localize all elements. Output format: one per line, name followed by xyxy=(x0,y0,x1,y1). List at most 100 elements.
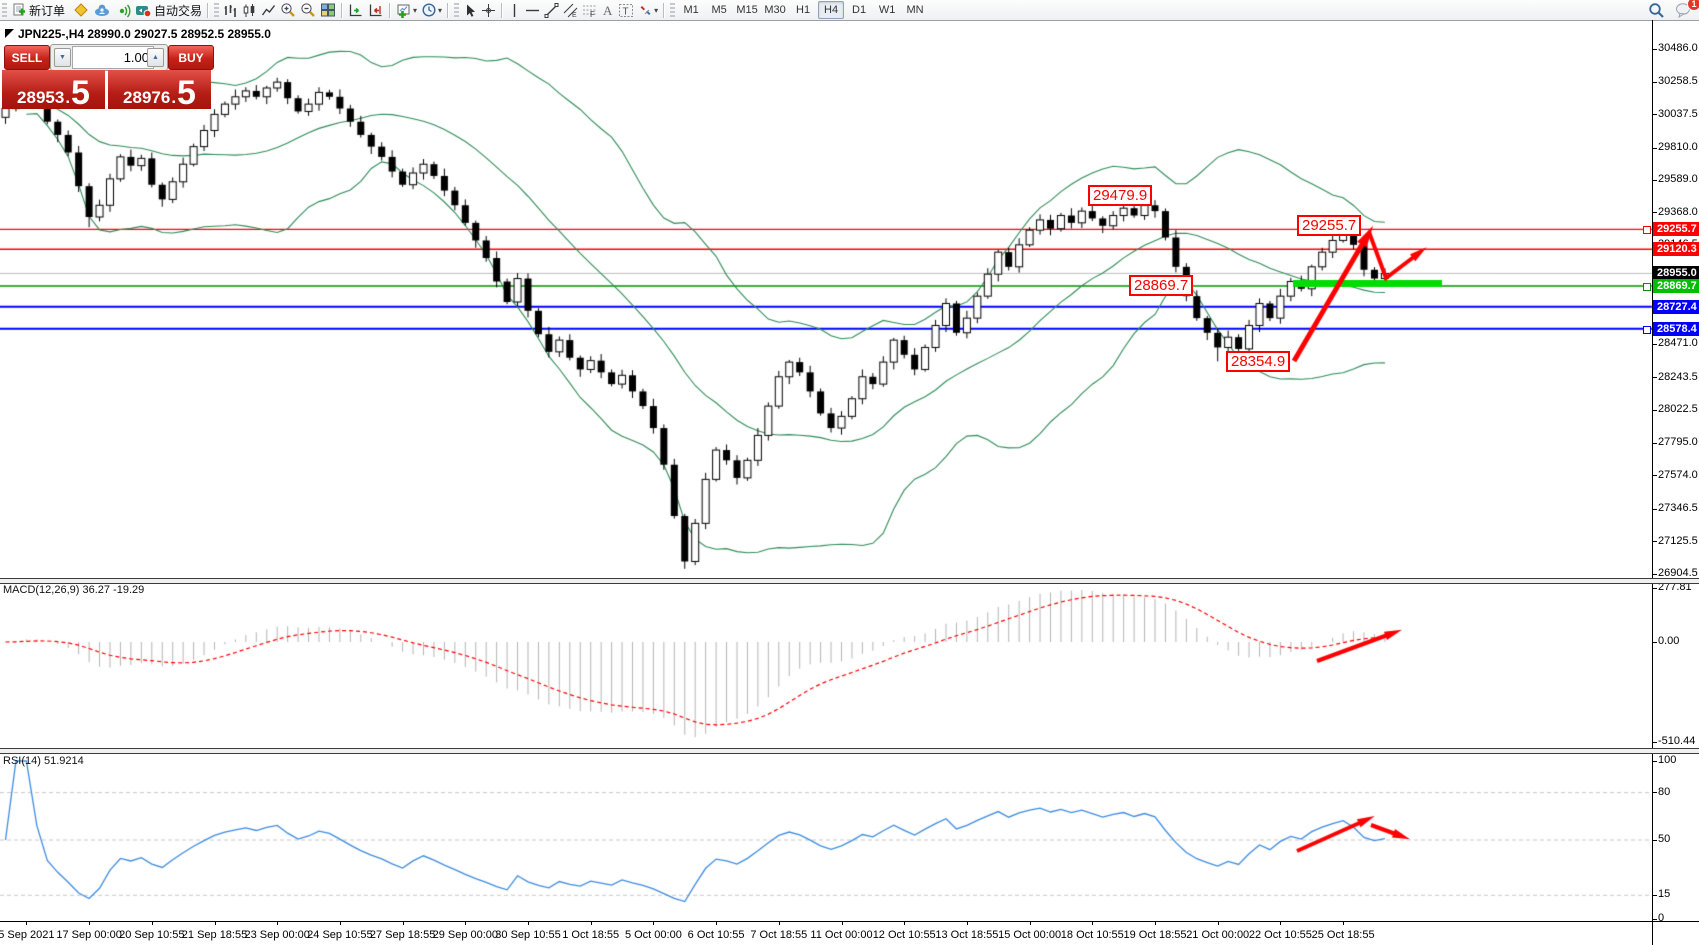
new-order-button[interactable]: 新订单 xyxy=(9,1,67,19)
rsi-tick-15: 15 xyxy=(1658,888,1671,901)
price-tick-28022.5-mark xyxy=(1652,409,1657,411)
line-chart-button[interactable] xyxy=(259,1,278,19)
time-label: 22 Oct 10:55 xyxy=(1248,929,1312,941)
autotrading-icon xyxy=(135,2,152,18)
search-button[interactable] xyxy=(1646,1,1667,19)
svg-text:A: A xyxy=(603,3,613,17)
crosshair-tool-button[interactable] xyxy=(479,1,498,19)
equidistant-channel-tool-button[interactable]: E xyxy=(561,1,580,19)
time-tick-mark xyxy=(1029,921,1031,925)
timeframe-H4[interactable]: H4 xyxy=(818,1,845,19)
time-tick-mark xyxy=(214,921,216,925)
timeframe-W1[interactable]: W1 xyxy=(878,4,896,16)
trendline-icon xyxy=(544,2,559,18)
timeframe-M1[interactable]: M1 xyxy=(683,4,699,16)
main-macd-splitter[interactable] xyxy=(0,578,1699,584)
rsi-label: RSI(14) 51.9214 xyxy=(3,755,84,767)
line-anchor-square[interactable] xyxy=(1643,282,1651,291)
mql5-community-button[interactable] xyxy=(91,1,113,19)
toolbar-grip[interactable] xyxy=(2,3,7,17)
sell-button[interactable]: SELL xyxy=(4,45,50,70)
macd-tick--510.44: -510.44 xyxy=(1658,735,1696,747)
text-tool-button[interactable]: A xyxy=(599,1,616,19)
text-icon: A xyxy=(601,3,614,17)
time-label: 21 Sep 18:55 xyxy=(181,929,248,941)
new-chart-button[interactable]: ▾ xyxy=(394,1,419,19)
time-label: 30 Sep 10:55 xyxy=(495,929,561,941)
price-tick-28243.5: 28243.5 xyxy=(1658,370,1698,383)
line-anchor-square[interactable] xyxy=(1643,226,1651,235)
price-badge-28869.7: 28869.7 xyxy=(1653,278,1699,293)
svg-text:F: F xyxy=(590,10,595,18)
zoom-in-icon xyxy=(280,2,296,18)
autotrading-button[interactable]: 自动交易 xyxy=(133,1,204,19)
time-tick-mark xyxy=(465,921,467,925)
bar-chart-button[interactable] xyxy=(221,1,240,19)
price-tick-27346.5: 27346.5 xyxy=(1658,502,1698,515)
time-tick-mark xyxy=(1217,921,1219,925)
tile-windows-button[interactable] xyxy=(318,1,338,19)
chat-button[interactable]: 1 xyxy=(1673,0,1699,19)
time-label: 24 Sep 10:55 xyxy=(307,929,373,941)
vertical-line-icon xyxy=(508,3,521,18)
annotation-price-label-29255.7: 29255.7 xyxy=(1297,215,1362,236)
macd-tick-277.81: 277.81 xyxy=(1658,581,1692,593)
sell-price-main: 28953 xyxy=(17,88,65,107)
fibonacci-tool-button[interactable]: F xyxy=(580,1,599,19)
signals-icon xyxy=(115,2,131,18)
cursor-tool-button[interactable] xyxy=(461,1,479,19)
timeframe-M30[interactable]: M30 xyxy=(764,4,786,16)
time-label: 11 Oct 00:00 xyxy=(810,929,873,941)
line-anchor-square[interactable] xyxy=(1643,325,1651,334)
arrows-tool-button[interactable]: ▾ xyxy=(636,1,660,19)
timeframe-H1[interactable]: H1 xyxy=(796,4,811,16)
time-tick-mark xyxy=(1092,921,1094,925)
price-tick-28471: 28471.0 xyxy=(1658,337,1698,350)
text-label-tool-button[interactable]: T xyxy=(616,1,636,19)
new-order-label: 新订单 xyxy=(29,3,66,18)
time-label: 6 Oct 10:55 xyxy=(687,929,745,941)
time-tick-mark xyxy=(653,921,655,925)
macd-rsi-splitter[interactable] xyxy=(0,748,1699,754)
signals-button[interactable] xyxy=(113,1,133,19)
volume-input[interactable] xyxy=(72,46,154,69)
price-badge-28955.0: 28955.0 xyxy=(1653,266,1699,281)
sell-price[interactable]: 28953 . 5 xyxy=(2,70,105,112)
rsi-tick-50: 50 xyxy=(1658,833,1671,845)
timeframe-MN[interactable]: MN xyxy=(906,4,924,16)
profiles-button[interactable]: ▾ xyxy=(419,1,444,19)
timeframe-M15[interactable]: M15 xyxy=(736,4,758,16)
new-order-icon xyxy=(11,2,27,18)
auto-scroll-button[interactable] xyxy=(346,1,366,19)
price-tick-29589-mark xyxy=(1652,179,1657,181)
timeframe-D1[interactable]: D1 xyxy=(852,4,867,16)
time-label: 15 Oct 00:00 xyxy=(998,929,1062,941)
chart-shift-button[interactable] xyxy=(366,1,386,19)
trendline-tool-button[interactable] xyxy=(542,1,561,19)
price-tick-30486: 30486.0 xyxy=(1658,42,1698,54)
price-badge-28578.4: 28578.4 xyxy=(1653,321,1699,336)
sell-price-pip: 5 xyxy=(71,74,90,112)
buy-price[interactable]: 28976 . 5 xyxy=(108,70,211,110)
horizontal-line-tool-button[interactable] xyxy=(523,1,542,19)
time-tick-mark xyxy=(1155,921,1156,925)
rsi-tick-0-mark xyxy=(1652,918,1657,920)
timeframe-M5[interactable]: M5 xyxy=(711,4,727,16)
price-tick-30037.5-mark xyxy=(1652,114,1657,116)
volume-box: ▼ ▲ xyxy=(50,44,168,71)
buy-button[interactable]: BUY xyxy=(168,45,214,70)
time-label: 29 Sep 00:00 xyxy=(432,929,499,941)
vertical-line-tool-button[interactable] xyxy=(506,1,523,19)
main-toolbar: 新订单 自动交易 xyxy=(0,0,1699,21)
zoom-in-button[interactable] xyxy=(278,1,298,19)
rsi-tick-0: 0 xyxy=(1658,912,1665,924)
metaeditor-button[interactable] xyxy=(71,1,91,19)
search-icon xyxy=(1648,2,1665,19)
zoom-out-button[interactable] xyxy=(298,1,318,19)
volume-increase-button[interactable]: ▲ xyxy=(147,48,164,67)
price-tick-29368: 29368.0 xyxy=(1658,205,1698,218)
price-tick-28243.5-mark xyxy=(1652,377,1657,379)
volume-decrease-button[interactable]: ▼ xyxy=(54,48,71,67)
candlestick-chart-button[interactable] xyxy=(240,1,259,19)
